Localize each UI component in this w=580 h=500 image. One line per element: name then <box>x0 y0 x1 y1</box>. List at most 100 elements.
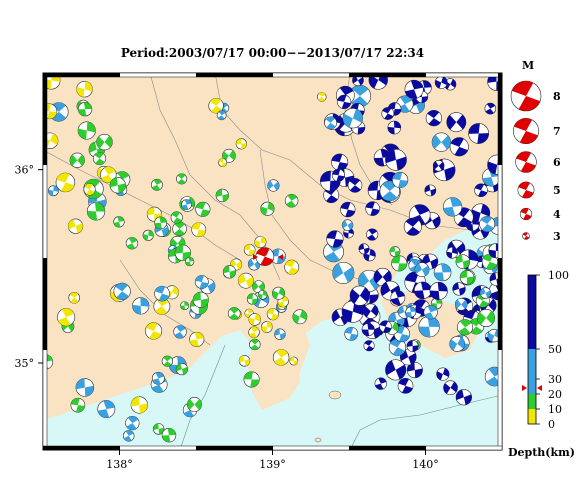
beachball <box>152 423 165 435</box>
beachball <box>406 361 423 379</box>
beachball <box>418 316 440 338</box>
y-tick-label: 36° <box>15 164 35 177</box>
magnitude-legend-title: M <box>522 59 534 72</box>
beachball <box>227 307 241 320</box>
beachball <box>387 120 402 135</box>
beachball <box>246 293 259 305</box>
beachball <box>248 313 262 326</box>
beachball <box>449 336 466 352</box>
beachball <box>373 148 392 167</box>
beachball <box>161 355 173 367</box>
beachball <box>218 158 228 168</box>
beachball <box>100 166 117 183</box>
beachball <box>195 201 211 217</box>
beachball <box>109 177 126 194</box>
beachball <box>83 183 96 196</box>
frame-ticks <box>42 72 503 451</box>
beachball <box>113 216 125 228</box>
magnitude-legend-label: 8 <box>553 90 561 103</box>
magnitude-legend-label: 5 <box>553 184 561 197</box>
beachball <box>97 400 116 419</box>
beachball <box>436 367 450 381</box>
beachball <box>381 107 395 120</box>
beachball <box>454 298 468 311</box>
beachball <box>342 108 363 129</box>
magnitude-legend-ball <box>510 80 542 112</box>
beachball <box>389 246 401 257</box>
colorbar-tick-label: 20 <box>548 388 562 401</box>
x-tick-label: 138° <box>106 458 133 471</box>
beachball <box>47 185 59 197</box>
beachball <box>349 285 370 306</box>
page-title: Period:2003/07/17 00:00−−2013/07/17 22:3… <box>120 46 425 60</box>
beachball <box>347 178 363 193</box>
beachball <box>468 123 489 144</box>
beachball <box>446 246 458 259</box>
beachball <box>77 121 96 140</box>
beachball <box>363 340 375 352</box>
colorbar-tick-label: 100 <box>548 269 569 282</box>
beachball <box>452 282 466 296</box>
beachball <box>363 303 379 319</box>
beachball <box>180 301 190 311</box>
colorbar-segment <box>528 394 536 409</box>
beachball <box>274 328 286 340</box>
beachball <box>331 168 345 182</box>
beachball <box>92 151 107 166</box>
beachball <box>266 308 279 321</box>
map-panel[interactable] <box>38 71 507 451</box>
beachball <box>261 321 273 333</box>
beachball <box>443 380 458 396</box>
beachball <box>70 397 86 413</box>
beachball <box>484 102 497 115</box>
beachball <box>77 102 93 117</box>
beachball <box>67 218 84 234</box>
beachball <box>414 262 430 277</box>
beachball <box>479 216 496 232</box>
beachball <box>459 270 475 285</box>
beachball <box>189 331 205 347</box>
beachball <box>75 378 95 397</box>
beachball <box>391 255 408 272</box>
colorbar-tick-label: 50 <box>548 343 562 356</box>
beachball <box>215 188 229 203</box>
beachball <box>151 178 163 191</box>
beachball <box>404 79 424 99</box>
beachball <box>69 152 85 168</box>
magnitude-legend-label: 7 <box>553 125 561 138</box>
magnitude-legend-ball <box>512 118 539 145</box>
beachball <box>477 309 496 327</box>
beachball <box>352 74 364 87</box>
beachball <box>68 291 81 304</box>
x-tick-label: 140° <box>412 458 439 471</box>
beachball <box>249 338 261 351</box>
beachball <box>125 237 139 250</box>
island <box>314 437 322 443</box>
beachball <box>456 319 474 336</box>
beachball <box>96 133 113 151</box>
beachball <box>324 116 338 130</box>
beachball <box>267 179 280 192</box>
beachball <box>344 326 359 341</box>
beachball <box>425 109 443 127</box>
beachball <box>361 323 375 337</box>
beachball <box>374 377 387 390</box>
beachball <box>474 183 488 197</box>
beachball <box>86 202 106 221</box>
beachball <box>57 308 76 327</box>
beachball <box>237 272 254 289</box>
beachball <box>154 216 167 230</box>
beachball <box>170 211 183 224</box>
beachball <box>379 180 400 202</box>
beachball <box>433 263 452 282</box>
colorbar-tick-label: 10 <box>548 403 562 416</box>
colorbar-title: Depth(km) <box>508 446 575 459</box>
beachball <box>248 326 260 338</box>
colorbar-tick-label: 30 <box>548 373 562 386</box>
beachball <box>316 92 327 102</box>
beachball <box>216 110 227 121</box>
beachball <box>145 322 163 340</box>
beachball <box>449 137 469 157</box>
beachball <box>442 197 463 217</box>
